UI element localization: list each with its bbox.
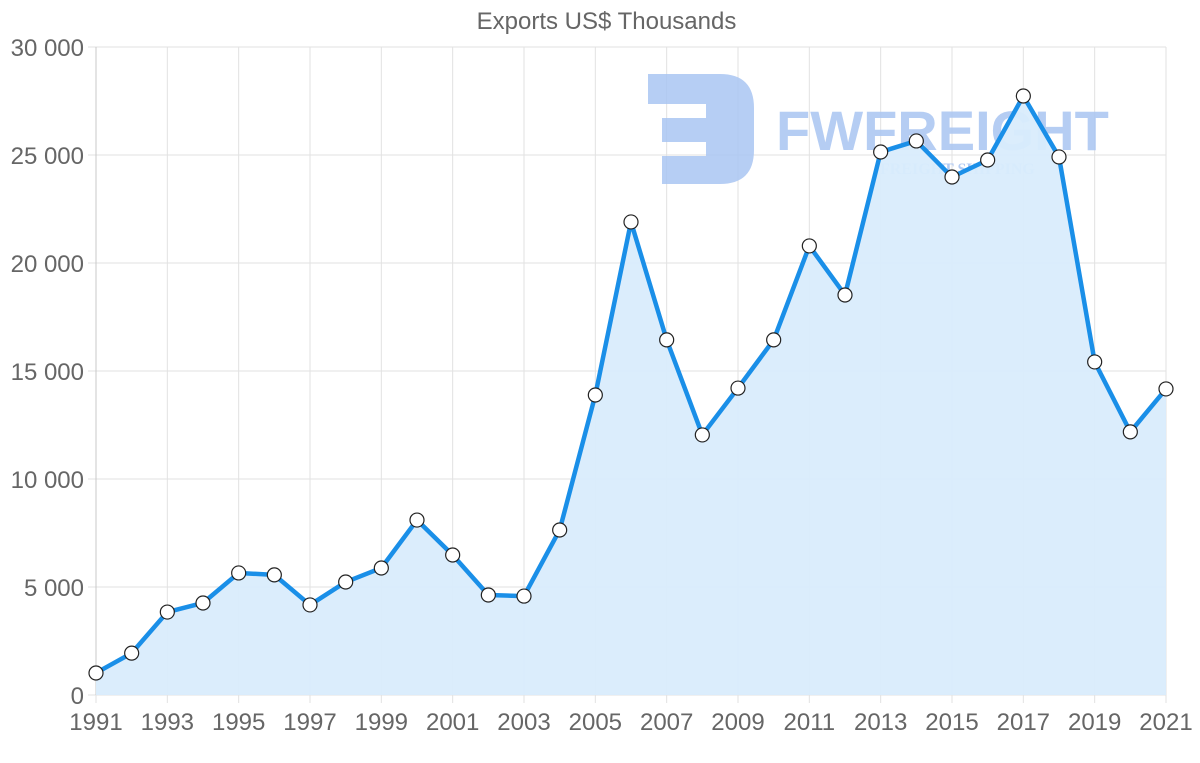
- data-point[interactable]: [694, 427, 710, 443]
- data-point[interactable]: [373, 560, 389, 576]
- data-point[interactable]: [659, 332, 675, 348]
- data-point[interactable]: [1051, 149, 1067, 165]
- data-point[interactable]: [730, 380, 746, 396]
- x-tick-label: 2017: [997, 709, 1050, 736]
- x-tick-label: 1999: [355, 709, 408, 736]
- x-tick-label: 2009: [711, 709, 764, 736]
- data-point[interactable]: [587, 387, 603, 403]
- x-tick-label: 2021: [1139, 709, 1192, 736]
- chart-title: Exports US$ Thousands: [476, 8, 737, 35]
- data-point[interactable]: [908, 133, 924, 149]
- data-point[interactable]: [445, 547, 461, 563]
- y-tick-label: 25 000: [11, 143, 84, 170]
- data-point[interactable]: [1158, 381, 1174, 397]
- x-tick-label: 2001: [426, 709, 479, 736]
- x-tick-label: 2005: [569, 709, 622, 736]
- data-point[interactable]: [980, 152, 996, 168]
- data-point[interactable]: [766, 332, 782, 348]
- x-tick-label: 2015: [925, 709, 978, 736]
- data-points: [88, 88, 1174, 681]
- y-axis: 0 5 000 10 000 15 000 20 000 25 000 30 000: [11, 35, 84, 710]
- y-tick-label: 5 000: [24, 575, 84, 602]
- y-tick-label: 15 000: [11, 359, 84, 386]
- x-tick-label: 1993: [141, 709, 194, 736]
- y-tick-label: 30 000: [11, 35, 84, 62]
- data-point[interactable]: [1087, 354, 1103, 370]
- y-tick-label: 10 000: [11, 467, 84, 494]
- data-point[interactable]: [195, 595, 211, 611]
- data-point[interactable]: [873, 144, 889, 160]
- x-tick-label: 1997: [283, 709, 336, 736]
- data-point[interactable]: [944, 169, 960, 185]
- data-point[interactable]: [1015, 88, 1031, 104]
- logo-mark-icon: [648, 74, 754, 184]
- data-point[interactable]: [552, 522, 568, 538]
- y-tick-label: 0: [71, 683, 84, 710]
- x-tick-label: 2011: [784, 709, 836, 736]
- data-point[interactable]: [409, 512, 425, 528]
- x-tick-label: 2019: [1068, 709, 1121, 736]
- x-tick-label: 2003: [497, 709, 550, 736]
- data-point[interactable]: [837, 287, 853, 303]
- data-point[interactable]: [480, 587, 496, 603]
- data-point[interactable]: [1122, 424, 1138, 440]
- x-axis: 1991 1993 1995 1997 1999 2001 2003 2005 2007 2009…: [69, 709, 1192, 736]
- data-point[interactable]: [516, 588, 532, 604]
- data-point[interactable]: [801, 238, 817, 254]
- x-tick-label: 2013: [854, 709, 907, 736]
- data-point[interactable]: [623, 214, 639, 230]
- data-point[interactable]: [338, 574, 354, 590]
- data-point[interactable]: [231, 565, 247, 581]
- data-point[interactable]: [266, 567, 282, 583]
- data-point[interactable]: [124, 645, 140, 661]
- data-point[interactable]: [159, 604, 175, 620]
- data-point[interactable]: [302, 597, 318, 613]
- data-point[interactable]: [88, 665, 104, 681]
- y-tick-label: 20 000: [11, 251, 84, 278]
- x-tick-label: 1995: [212, 709, 265, 736]
- area-fill: [96, 96, 1166, 696]
- x-tick-label: 1991: [69, 709, 122, 736]
- x-tick-label: 2007: [640, 709, 693, 736]
